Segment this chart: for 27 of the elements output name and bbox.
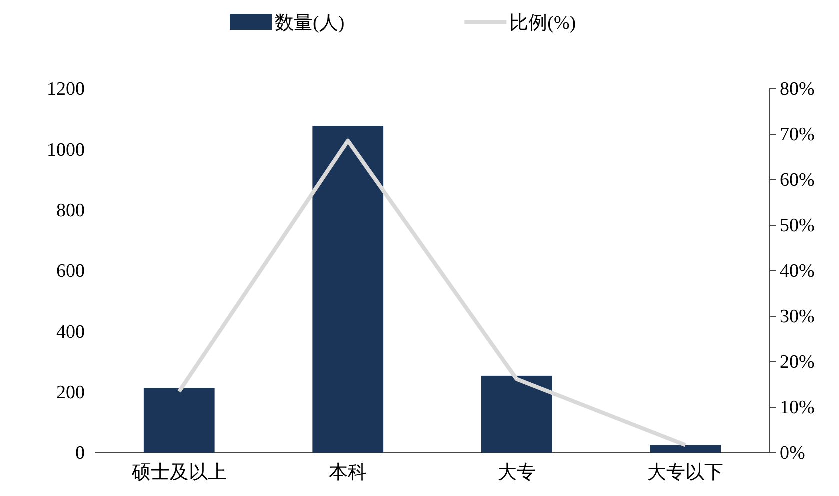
legend-label: 比例(%) <box>510 13 576 34</box>
bar <box>650 445 722 453</box>
line-series <box>177 138 688 448</box>
y2-tick-label: 70% <box>780 124 815 146</box>
bar <box>312 126 384 453</box>
y-tick-label: 1000 <box>47 140 85 161</box>
x-tick-label: 本科 <box>329 462 368 484</box>
y2-tick-label: 50% <box>780 216 815 237</box>
y2-tick-label: 0% <box>780 443 806 464</box>
bar <box>144 388 215 453</box>
y2-tick-label: 60% <box>780 170 815 192</box>
y2-tick-label: 10% <box>780 398 815 419</box>
x-tick-label: 大专 <box>498 462 536 484</box>
y-tick-label: 0 <box>76 443 85 464</box>
y2-tick-label: 30% <box>780 306 815 328</box>
x-tick-label: 大专以下 <box>648 462 724 484</box>
y-tick-label: 200 <box>56 382 85 404</box>
y-tick-label: 400 <box>56 322 85 343</box>
legend-label: 数量(人) <box>275 13 345 34</box>
y2-tick-label: 40% <box>780 261 815 282</box>
bar <box>481 376 552 453</box>
y-tick-label: 600 <box>56 261 85 282</box>
y2-tick-label: 20% <box>780 352 815 374</box>
y-tick-label: 800 <box>56 200 85 222</box>
y-tick-label: 1200 <box>47 79 85 100</box>
y2-tick-label: 80% <box>780 79 815 100</box>
x-tick-label: 硕士及以上 <box>130 462 227 484</box>
